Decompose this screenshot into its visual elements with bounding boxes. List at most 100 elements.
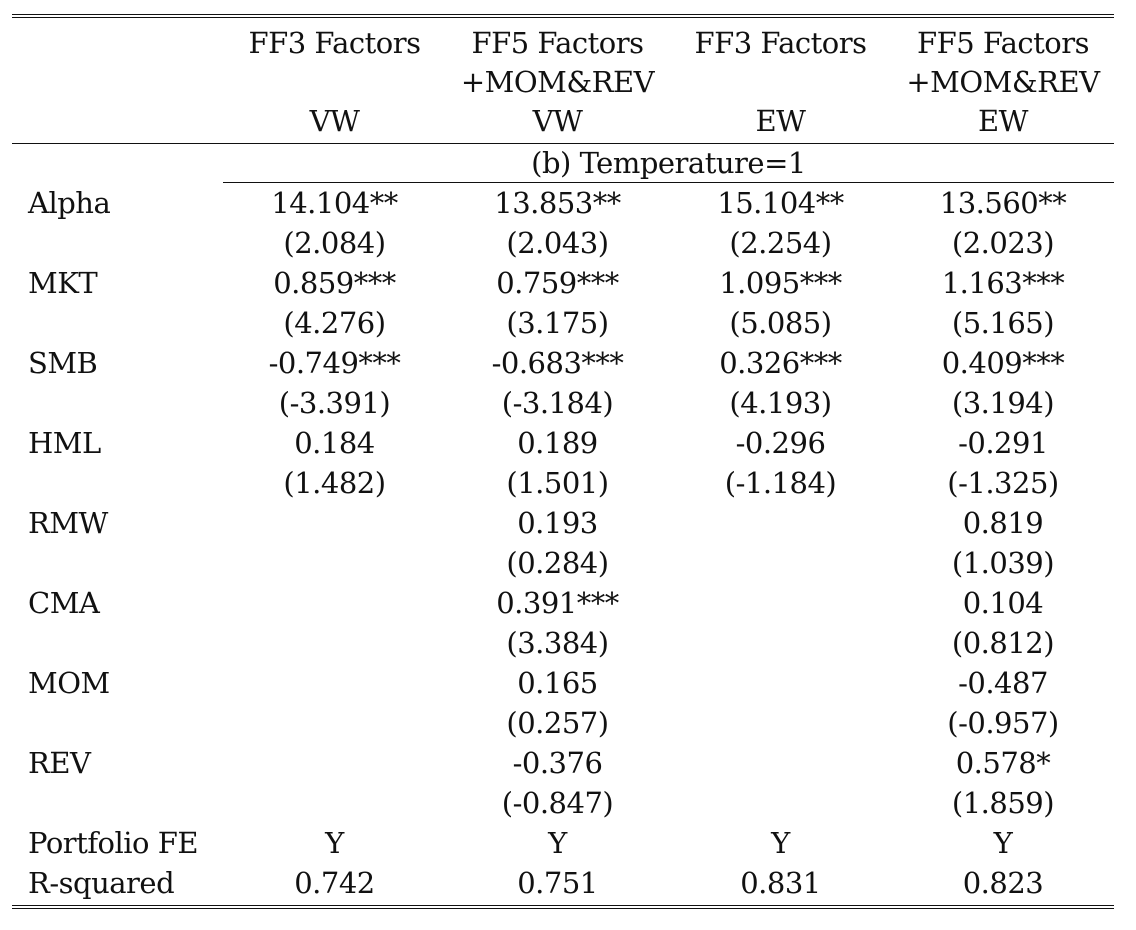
table-row-tstat: (0.257) (-0.957) (12, 703, 1114, 743)
header-rule (12, 143, 1114, 144)
table-cell: (3.194) (951, 386, 1055, 420)
table-row-tstat: (4.276) (3.175) (5.085) (5.165) (12, 303, 1114, 343)
table-cell: -0.376 (512, 746, 603, 780)
header-col-1: VW (309, 104, 360, 138)
table-cell: 0.326*** (719, 346, 842, 380)
regression-table: FF3 Factors FF5 Factors FF3 Factors FF5 … (12, 14, 1114, 909)
row-label: REV (28, 746, 91, 780)
table-cell: (1.501) (506, 466, 609, 500)
table-row: HML 0.184 0.189 -0.296 -0.291 (12, 423, 1114, 463)
table-cell: 0.823 (962, 866, 1044, 900)
row-label: Alpha (28, 186, 111, 220)
table-row: RMW 0.193 0.819 (12, 503, 1114, 543)
table-cell: Y (325, 826, 344, 860)
table-cell: Y (548, 826, 567, 860)
table-row-tstat: (3.384) (0.812) (12, 623, 1114, 663)
header-col-4: FF5 Factors (917, 26, 1089, 60)
table-cell: 13.853** (494, 186, 621, 220)
table-cell: (0.812) (951, 626, 1055, 660)
table-cell: -0.749*** (268, 346, 401, 380)
table-row: CMA 0.391*** 0.104 (12, 583, 1114, 623)
row-label: MKT (28, 266, 98, 300)
table-cell: Y (771, 826, 790, 860)
header-row-2: +MOM&REV +MOM&REV (12, 63, 1114, 102)
table-row: Alpha 14.104** 13.853** 15.104** 13.560** (12, 183, 1114, 223)
table-row: SMB -0.749*** -0.683*** 0.326*** 0.409*** (12, 343, 1114, 383)
table-cell: 0.104 (962, 586, 1044, 620)
table-cell: -0.487 (958, 666, 1048, 700)
table-cell: (-1.325) (947, 466, 1059, 500)
table-row-tstat: (2.084) (2.043) (2.254) (2.023) (12, 223, 1114, 263)
table-cell: 0.831 (740, 866, 821, 900)
table-cell: (0.284) (506, 546, 609, 580)
header-col-2: FF5 Factors (471, 26, 644, 60)
table-cell: -0.296 (735, 426, 826, 460)
table-row-tstat: (-0.847) (1.859) (12, 783, 1114, 823)
table-cell: 14.104** (271, 186, 398, 220)
table-cell: (2.254) (729, 226, 832, 260)
table-cell: 1.163*** (941, 266, 1065, 300)
table-cell: 0.184 (294, 426, 375, 460)
table-cell: (5.165) (951, 306, 1055, 340)
header-col-3: EW (755, 104, 806, 138)
table-cell: 0.819 (962, 506, 1044, 540)
table-cell: (4.276) (283, 306, 386, 340)
row-label: RMW (28, 506, 108, 540)
table-cell: (1.482) (283, 466, 386, 500)
table-cell: (1.859) (951, 786, 1055, 820)
table-cell: (0.257) (506, 706, 609, 740)
header-col-4: +MOM&REV (906, 65, 1100, 99)
table-cell: 0.751 (517, 866, 598, 900)
table-cell: (5.085) (729, 306, 832, 340)
table-row: REV -0.376 0.578* (12, 743, 1114, 783)
header-col-2: +MOM&REV (460, 65, 655, 99)
panel-rule (223, 182, 1114, 183)
row-label: R-squared (28, 866, 175, 900)
table-row: Portfolio FE Y Y Y Y (12, 823, 1114, 863)
table-cell: (3.175) (506, 306, 609, 340)
table-cell: (3.384) (506, 626, 609, 660)
table-cell: (2.084) (283, 226, 386, 260)
table-cell: 0.578* (955, 746, 1051, 780)
row-label: HML (28, 426, 101, 460)
table-cell: 0.391*** (496, 586, 619, 620)
table-body: Alpha 14.104** 13.853** 15.104** 13.560** (2.… (12, 183, 1114, 903)
table-row-tstat: (-3.391) (-3.184) (4.193) (3.194) (12, 383, 1114, 423)
table-cell: 0.742 (294, 866, 375, 900)
header-row-3: VW VW EW EW (12, 102, 1114, 141)
table-row: MKT 0.859*** 0.759*** 1.095*** 1.163*** (12, 263, 1114, 303)
header-col-2: VW (532, 104, 583, 138)
table-cell: (-3.184) (501, 386, 614, 420)
table-cell: 1.095*** (719, 266, 842, 300)
table-cell: (1.039) (951, 546, 1055, 580)
table-cell: 0.189 (517, 426, 598, 460)
table-cell: (2.043) (506, 226, 609, 260)
table-cell: 13.560** (939, 186, 1067, 220)
panel-title: (b) Temperature=1 (531, 146, 806, 180)
table-row-tstat: (1.482) (1.501) (-1.184) (-1.325) (12, 463, 1114, 503)
header-row-1: FF3 Factors FF5 Factors FF3 Factors FF5 … (12, 24, 1114, 63)
table-row: R-squared 0.742 0.751 0.831 0.823 (12, 863, 1114, 903)
top-double-rule (12, 14, 1114, 18)
table-cell: (-0.847) (501, 786, 614, 820)
table-cell: (-1.184) (724, 466, 837, 500)
header-col-1: FF3 Factors (248, 26, 421, 60)
table-cell: 0.165 (517, 666, 598, 700)
table-row: MOM 0.165 -0.487 (12, 663, 1114, 703)
table-cell: 15.104** (717, 186, 844, 220)
table-cell: (2.023) (951, 226, 1055, 260)
table-row-tstat: (0.284) (1.039) (12, 543, 1114, 583)
table-cell: Y (993, 826, 1013, 860)
table-cell: 0.193 (517, 506, 598, 540)
table-cell: -0.291 (958, 426, 1048, 460)
row-label: CMA (28, 586, 100, 620)
header-col-4: EW (978, 104, 1028, 138)
row-label: MOM (28, 666, 110, 700)
table-cell: (4.193) (729, 386, 832, 420)
table-cell: 0.859*** (273, 266, 396, 300)
bottom-double-rule (12, 905, 1114, 909)
header-col-3: FF3 Factors (694, 26, 867, 60)
table-cell: 0.759*** (496, 266, 619, 300)
row-label: Portfolio FE (28, 826, 199, 860)
row-label: SMB (28, 346, 98, 380)
